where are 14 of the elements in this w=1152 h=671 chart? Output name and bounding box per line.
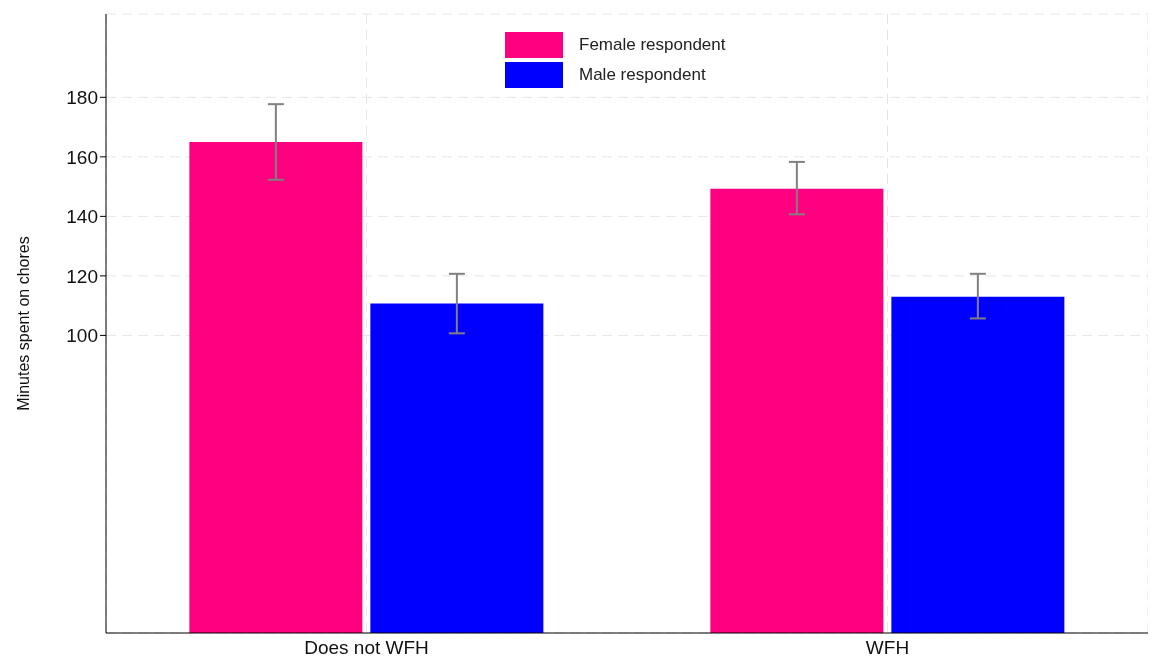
y-tick-label: 180 [66,87,98,109]
x-tick-label: Does not WFH [304,637,429,659]
y-tick-label: 100 [66,325,98,347]
y-tick-label: 160 [66,146,98,168]
y-tick-label: 140 [66,206,98,228]
y-tick-label: 120 [66,265,98,287]
x-tick-label: WFH [865,637,910,659]
legend-label: Female respondent [579,35,726,55]
bar [189,141,363,633]
legend-label: Male respondent [579,65,706,85]
bar [370,303,544,633]
bar [710,188,884,633]
y-axis-title: Minutes spent on chores [14,236,32,411]
bar [891,296,1065,633]
